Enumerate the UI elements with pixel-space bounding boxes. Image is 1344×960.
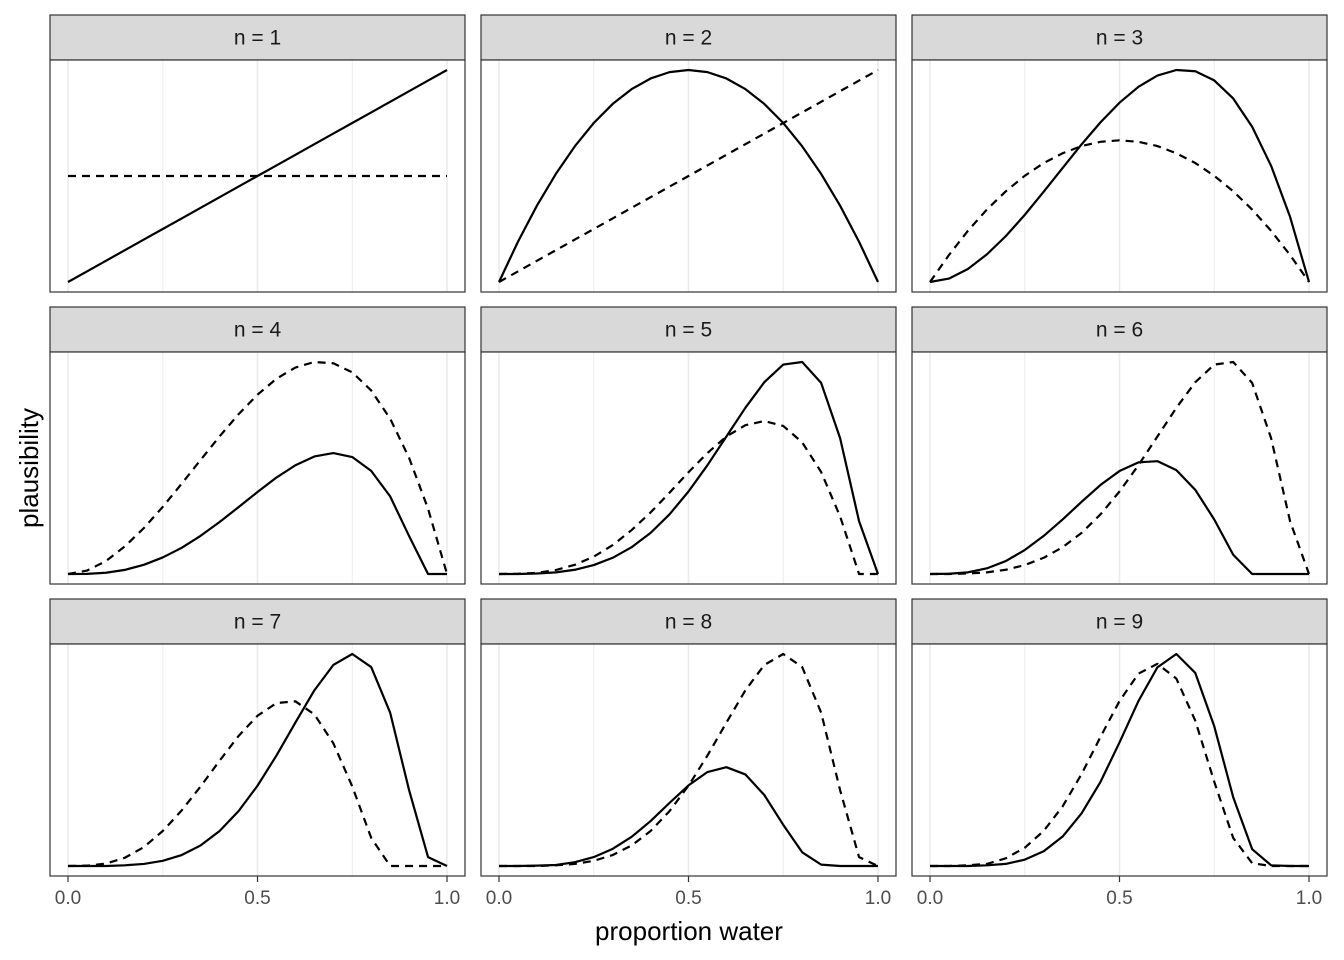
x-tick-label: 0.0 bbox=[486, 888, 512, 909]
facet-strip-label: n = 5 bbox=[665, 319, 712, 342]
previous-posterior-line bbox=[67, 360, 449, 576]
previous-posterior-line bbox=[930, 360, 1311, 576]
facet-strip bbox=[911, 14, 1328, 61]
previous-posterior-line bbox=[930, 662, 1309, 868]
facet-panel: n = 9 0.0 0.5 1.0 bbox=[911, 598, 1328, 909]
facet-strip-label: n = 1 bbox=[234, 27, 281, 50]
facet-strip bbox=[480, 14, 897, 61]
facet-strip-label: n = 6 bbox=[1096, 319, 1143, 342]
current-posterior-line bbox=[929, 460, 1309, 576]
facet-panel: n = 4 bbox=[49, 306, 466, 585]
panel-border bbox=[911, 351, 1328, 585]
facet-panel: n = 8 0.0 0.5 1.0 bbox=[480, 598, 897, 909]
facet-strip bbox=[911, 598, 1328, 645]
current-posterior-line bbox=[68, 652, 448, 868]
previous-posterior-line bbox=[499, 652, 879, 868]
facet-strip-label: n = 9 bbox=[1096, 611, 1143, 634]
facet-strip bbox=[49, 14, 466, 61]
x-tick-label: 0.0 bbox=[55, 888, 81, 909]
facet-panel: n = 1 bbox=[49, 14, 466, 293]
x-tick-label: 0.5 bbox=[675, 888, 701, 909]
x-tick-label: 0.5 bbox=[244, 888, 270, 909]
current-posterior-line bbox=[930, 652, 1309, 868]
panel-border bbox=[480, 59, 897, 293]
facet-strip-label: n = 2 bbox=[665, 27, 712, 50]
facet-strip-label: n = 8 bbox=[665, 611, 712, 634]
previous-posterior-line bbox=[498, 419, 878, 576]
panel-border bbox=[480, 351, 897, 585]
current-posterior-line bbox=[929, 68, 1311, 284]
y-axis-title: plausibility bbox=[14, 408, 44, 528]
facet-strip-label: n = 3 bbox=[1096, 27, 1143, 50]
x-tick-label: 0.5 bbox=[1106, 888, 1132, 909]
current-posterior-line bbox=[498, 68, 879, 283]
facet-strip bbox=[911, 306, 1328, 353]
facet-strip bbox=[49, 598, 466, 645]
previous-posterior-line bbox=[929, 139, 1310, 283]
x-tick-label: 1.0 bbox=[865, 888, 891, 909]
x-axis-title: proportion water bbox=[595, 916, 783, 946]
facet-panel: n = 6 bbox=[911, 306, 1328, 585]
current-posterior-line bbox=[67, 451, 447, 576]
panel-border bbox=[911, 59, 1328, 293]
previous-posterior-line bbox=[67, 700, 447, 868]
facet-panel: n = 2 bbox=[480, 14, 897, 293]
facet-panel: n = 7 0.0 0.5 1.0 bbox=[49, 598, 466, 909]
facet-strip bbox=[480, 306, 897, 353]
x-tick-label: 0.0 bbox=[917, 888, 943, 909]
previous-posterior-line bbox=[498, 69, 879, 283]
facet-panels: n = 1 n = 2 n = 3 n = 4 n = 5 n = 6 n = 7 0.0 0.… bbox=[49, 14, 1328, 909]
facet-strip-label: n = 4 bbox=[234, 319, 282, 342]
current-posterior-line bbox=[499, 360, 880, 576]
x-tick-label: 1.0 bbox=[434, 888, 460, 909]
x-tick-label: 1.0 bbox=[1296, 888, 1322, 909]
facet-strip-label: n = 7 bbox=[234, 611, 281, 634]
facet-panel: n = 5 bbox=[480, 306, 897, 585]
panel-border bbox=[49, 351, 466, 585]
facet-panel: n = 3 bbox=[911, 14, 1328, 293]
panel-border bbox=[49, 59, 466, 293]
